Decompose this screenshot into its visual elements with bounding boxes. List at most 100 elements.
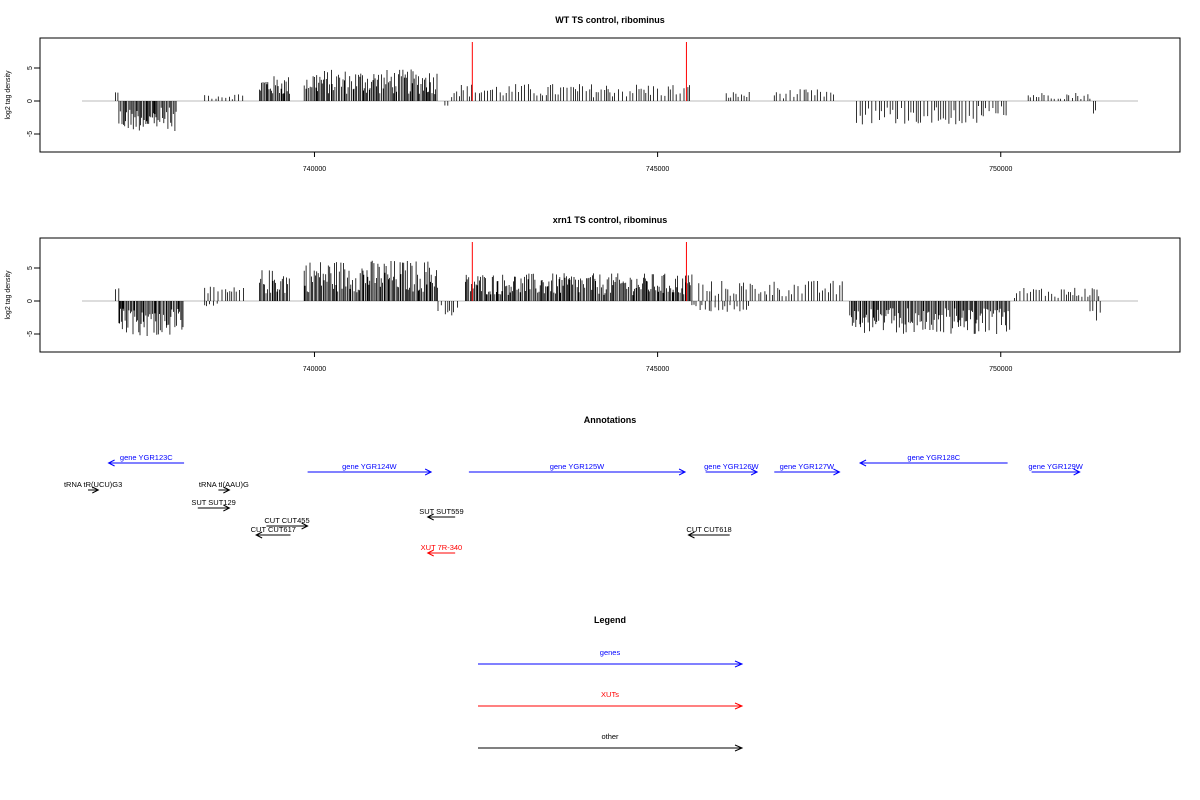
annotation-arrowhead bbox=[833, 468, 841, 476]
xrn1-coverage-segment bbox=[437, 301, 458, 316]
annotation-feature: CUT CUT618 bbox=[686, 525, 732, 539]
wt-coverage-segment bbox=[856, 101, 1007, 125]
wt-coverage-segment bbox=[303, 69, 438, 101]
annotation-arrowhead bbox=[223, 486, 231, 494]
wt-coverage-segment bbox=[1027, 93, 1091, 101]
wt-x-tick-label: 740000 bbox=[303, 166, 326, 173]
xrn1-coverage-segment bbox=[204, 301, 218, 307]
wt-coverage-segment bbox=[118, 101, 177, 131]
annotation-arrowhead bbox=[255, 531, 263, 539]
annotation-feature: SUT SUT129 bbox=[191, 498, 236, 512]
wt-coverage-segment bbox=[1093, 101, 1096, 114]
annotation-feature: gene YGR129W bbox=[1028, 462, 1084, 476]
xrn1-y-axis-label: log2 tag density bbox=[5, 270, 12, 320]
wt-x-tick-label: 745000 bbox=[646, 166, 669, 173]
annotation-label: gene YGR128C bbox=[907, 453, 960, 462]
legend-item: genes bbox=[478, 648, 744, 668]
annotation-feature: gene YGR127W bbox=[774, 462, 841, 476]
legend-item: other bbox=[478, 732, 744, 752]
legend-item-label: XUTs bbox=[601, 690, 619, 699]
annotation-label: gene YGR123C bbox=[120, 453, 173, 462]
legend-item-label: genes bbox=[600, 648, 621, 657]
wt-plot-frame bbox=[39, 37, 1181, 153]
xrn1-coverage-segment bbox=[259, 270, 290, 301]
wt-x-tick-label: 750000 bbox=[989, 166, 1012, 173]
annotation-feature: SUT SUT559 bbox=[419, 507, 464, 521]
xrn1-coverage-segment bbox=[1089, 301, 1101, 321]
wt-y-tick-label: 5 bbox=[27, 66, 34, 70]
legend-items: genes XUTs other bbox=[478, 648, 744, 752]
xrn1-coverage-segment bbox=[691, 301, 749, 312]
xrn1-x-tick-label: 740000 bbox=[303, 366, 326, 373]
wt-coverage-segment bbox=[725, 92, 750, 101]
annotation-arrowhead bbox=[1073, 468, 1081, 476]
annotation-arrowhead bbox=[107, 459, 115, 467]
annotation-arrowhead bbox=[92, 486, 100, 494]
annotation-label: tRNA tI(AAU)G bbox=[199, 480, 249, 489]
wt-coverage-segment bbox=[773, 89, 834, 101]
xrn1-coverage-segment bbox=[118, 301, 184, 336]
annotation-arrowhead bbox=[678, 468, 687, 476]
xrn1-coverage-segment bbox=[115, 288, 120, 301]
annotation-feature: CUT CUT455 bbox=[264, 516, 310, 530]
annotation-feature: XUT 7R-340 bbox=[421, 543, 463, 557]
annotation-arrowhead bbox=[750, 468, 759, 476]
legend-item-label: other bbox=[601, 732, 619, 741]
wt-y-tick-label: 0 bbox=[27, 99, 34, 103]
legend: Legend genes XUTs other bbox=[478, 615, 744, 752]
annotation-label: gene YGR127W bbox=[780, 462, 835, 471]
wt-coverage-segment bbox=[259, 76, 290, 101]
annotation-label: CUT CUT618 bbox=[686, 525, 731, 534]
annotation-feature: gene YGR126W bbox=[704, 462, 760, 476]
wt-axes: -5 0 5 740000 745000 750000 bbox=[27, 66, 1013, 173]
xrn1-x-tick-label: 750000 bbox=[989, 366, 1012, 373]
annotation-arrowhead bbox=[687, 531, 695, 539]
annotation-label: XUT 7R-340 bbox=[421, 543, 463, 552]
annotation-features: gene YGR123C gene YGR124W gene YGR125W gene… bbox=[64, 453, 1084, 557]
annotation-label: tRNA tR(UCU)G3 bbox=[64, 480, 122, 489]
xrn1-y-tick-label: -5 bbox=[27, 331, 34, 337]
annotation-label: gene YGR125W bbox=[550, 462, 605, 471]
annotation-arrowhead bbox=[426, 513, 434, 521]
annotation-label: SUT SUT129 bbox=[191, 498, 235, 507]
annotation-arrowhead bbox=[426, 549, 434, 557]
annotation-feature: CUT CUT617 bbox=[251, 525, 296, 539]
xrn1-bars bbox=[82, 242, 1138, 336]
wt-coverage-segment bbox=[204, 94, 244, 101]
wt-coverage-segment bbox=[451, 84, 690, 101]
annotation-arrowhead bbox=[223, 504, 231, 512]
legend-title: Legend bbox=[594, 615, 626, 625]
annotation-arrowhead bbox=[858, 459, 867, 467]
xrn1-plot-frame bbox=[39, 237, 1181, 353]
wt-coverage-segment bbox=[444, 101, 449, 106]
xrn1-x-tick-label: 745000 bbox=[646, 366, 669, 373]
legend-item: XUTs bbox=[478, 690, 744, 710]
annotation-label: CUT CUT455 bbox=[264, 516, 309, 525]
annotation-feature: gene YGR128C bbox=[858, 453, 1008, 467]
xrn1-coverage-segment bbox=[698, 280, 843, 301]
annotation-feature: tRNA tI(AAU)G bbox=[199, 480, 249, 494]
wt-panel-title: WT TS control, ribominus bbox=[555, 15, 665, 25]
annotation-label: gene YGR124W bbox=[342, 462, 397, 471]
legend-arrowhead bbox=[734, 660, 744, 668]
annotation-label: SUT SUT559 bbox=[419, 507, 463, 516]
annotations-title: Annotations bbox=[584, 415, 637, 425]
annotation-arrowhead bbox=[301, 522, 309, 530]
xrn1-axes: -5 0 5 740000 745000 750000 bbox=[27, 266, 1013, 373]
xrn1-coverage-segment bbox=[465, 273, 693, 301]
annotation-feature: gene YGR123C bbox=[107, 453, 185, 467]
annotation-label: gene YGR129W bbox=[1028, 462, 1083, 471]
annotation-feature: gene YGR124W bbox=[307, 462, 433, 476]
xrn1-coverage-panel: xrn1 TS control, ribominus log2 tag dens… bbox=[5, 215, 1181, 373]
xrn1-y-tick-label: 0 bbox=[27, 299, 34, 303]
xrn1-y-tick-label: 5 bbox=[27, 266, 34, 270]
xrn1-coverage-segment bbox=[303, 260, 438, 301]
wt-bars bbox=[82, 42, 1138, 131]
legend-arrowhead bbox=[734, 744, 744, 752]
annotation-feature: gene YGR125W bbox=[468, 462, 687, 476]
xrn1-coverage-segment bbox=[1014, 287, 1100, 301]
annotation-label: CUT CUT617 bbox=[251, 525, 296, 534]
wt-y-tick-label: -5 bbox=[27, 131, 34, 137]
